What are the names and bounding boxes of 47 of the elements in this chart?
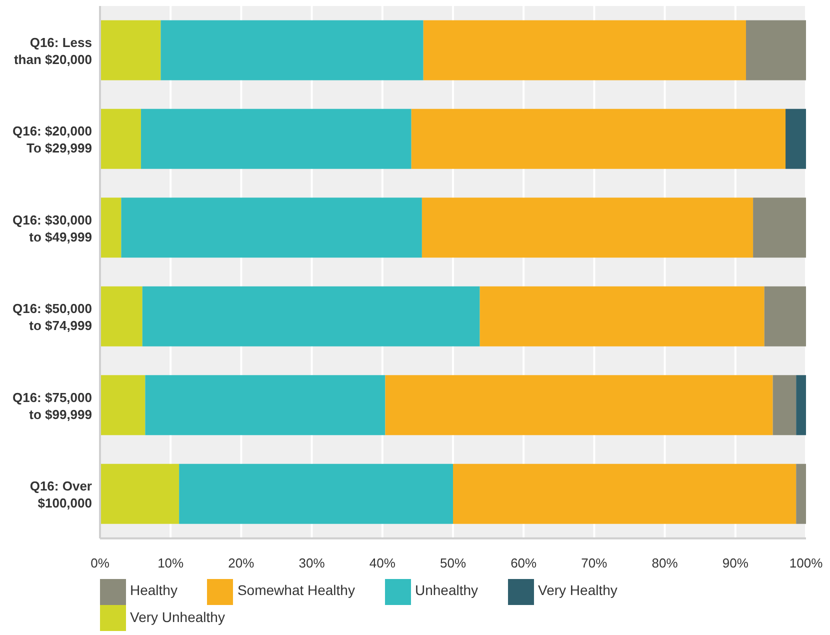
x-tick-label: 100%: [789, 556, 824, 571]
bar: [145, 375, 386, 436]
bar: [142, 286, 480, 346]
bar: [100, 375, 146, 436]
y-tick-label: Q16: Over $100,000: [30, 478, 92, 510]
bar: [100, 20, 161, 80]
bar: [786, 108, 806, 169]
bar: [385, 375, 773, 436]
legend-label: Somewhat Healthy: [237, 582, 355, 598]
bar: [100, 108, 141, 169]
x-tick-label: 40%: [369, 556, 396, 571]
bar: [423, 20, 746, 80]
x-tick-label: 90%: [722, 556, 749, 571]
x-tick-label: 70%: [581, 556, 608, 571]
bar: [100, 286, 142, 346]
y-tick-label: Q16: Less than $20,000: [14, 34, 92, 66]
y-tick-label: Q16: $30,000 to $49,999: [12, 212, 92, 244]
bar: [422, 198, 754, 258]
bar: [796, 375, 806, 436]
bar: [100, 198, 122, 258]
x-tick-label: 50%: [440, 556, 466, 571]
bar: [480, 286, 764, 346]
x-tick-label: 10%: [158, 556, 184, 571]
bar: [746, 20, 806, 80]
legend-label: Healthy: [130, 582, 178, 598]
y-tick-label: Q16: $20,000 To $29,999: [12, 123, 92, 156]
bar: [140, 108, 412, 169]
x-tick-label: 30%: [298, 556, 326, 571]
bar: [411, 108, 786, 169]
bar: [764, 286, 806, 346]
x-tick-label: 20%: [228, 556, 255, 571]
legend-label: Very Healthy: [538, 582, 618, 598]
x-tick-label: 80%: [652, 556, 678, 571]
bar: [453, 464, 796, 524]
bar: [121, 198, 422, 258]
bar: [160, 20, 424, 80]
legend-label: Unhealthy: [414, 582, 478, 598]
x-tick-label: 0%: [90, 556, 110, 571]
bar: [796, 464, 806, 524]
bar: [772, 375, 796, 436]
legend-label: Very Unhealthy: [130, 608, 225, 625]
bar: [753, 198, 806, 258]
y-tick-label: Q16: $75,000 to $99,999: [12, 389, 92, 422]
bar: [100, 464, 180, 524]
y-tick-label: Q16: $50,000 to $74,999: [12, 300, 92, 333]
bar: [179, 464, 453, 524]
x-tick-label: 60%: [510, 556, 538, 571]
